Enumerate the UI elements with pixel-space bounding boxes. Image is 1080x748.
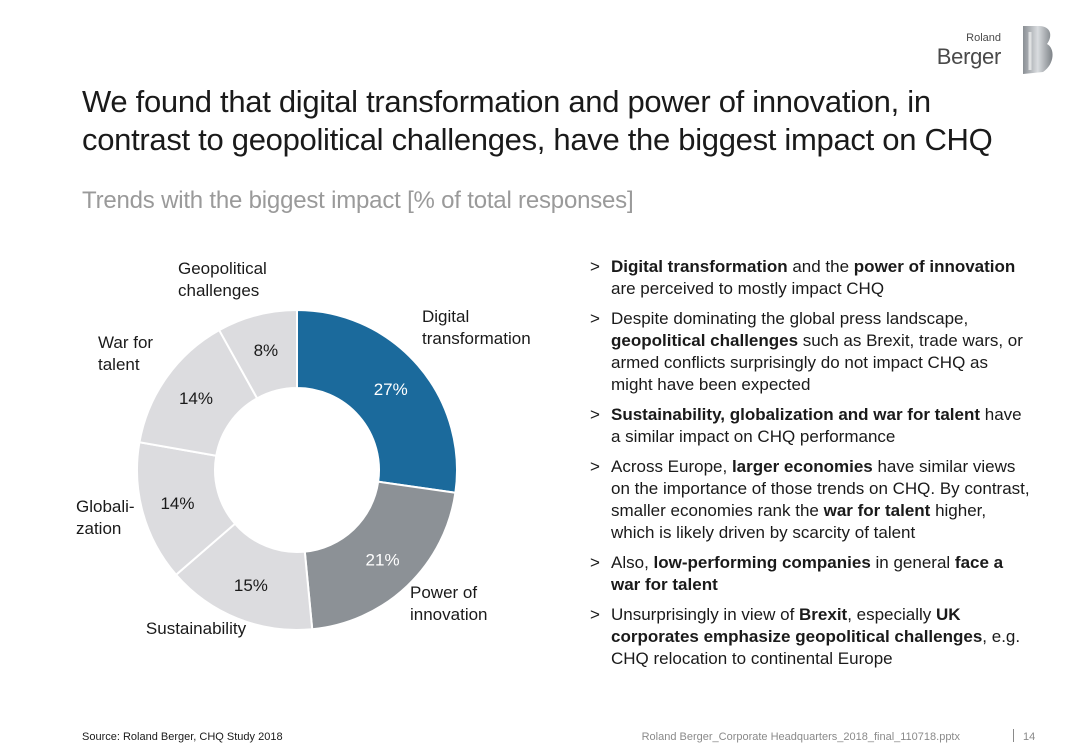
- brand-name-line2: Berger: [936, 44, 1002, 69]
- bullet-marker: >: [590, 405, 600, 424]
- finding-emphasis: larger economies: [731, 457, 873, 476]
- slice-category-label: War for talent: [98, 333, 153, 374]
- finding-emphasis: war for talent: [823, 501, 931, 520]
- finding-text: , e.g. CHQ relocation to continental Eur…: [611, 627, 1021, 668]
- brand-logo: Roland Berger: [937, 24, 1057, 78]
- donut-slice: [296, 308, 458, 494]
- slice-category-label: Geopolitical challenges: [178, 259, 267, 300]
- slice-category-line: Globali-: [76, 497, 135, 516]
- finding-text: are perceived to mostly impact CHQ: [611, 279, 885, 298]
- finding-item: > Also, low-performing companies in gener…: [590, 552, 1030, 596]
- source-note: Source: Roland Berger, CHQ Study 2018: [82, 731, 283, 743]
- slice-category-label: Digital transformation: [422, 307, 531, 348]
- slice-category-line: transformation: [422, 329, 531, 348]
- slice-category-line: challenges: [178, 281, 259, 300]
- bullet-marker: >: [590, 257, 600, 276]
- slice-value-label: 21%: [366, 551, 400, 570]
- slice-value-label: 27%: [374, 380, 408, 399]
- finding-text: such as Brexit, trade wars, or armed con…: [611, 331, 1023, 394]
- slice-category-line: War for: [98, 333, 153, 352]
- bullet-marker: >: [590, 553, 600, 572]
- brand-b-mark-icon: [1023, 26, 1053, 74]
- finding-emphasis: Sustainability, globalization and war fo…: [611, 405, 981, 424]
- finding-item: > Unsurprisingly in view of Brexit, espec…: [590, 604, 1030, 670]
- slice-category-label: Sustainability: [146, 619, 247, 638]
- footer-divider: [1013, 729, 1014, 742]
- page-number: 14: [1023, 731, 1036, 743]
- bullet-marker: >: [590, 605, 600, 624]
- slice-category-line: Sustainability: [146, 619, 247, 638]
- slice-category-line: zation: [76, 519, 121, 538]
- finding-text: Also,: [611, 553, 654, 572]
- donut-slice: [217, 308, 298, 400]
- finding-emphasis: face a war for talent: [611, 553, 1004, 594]
- slice-category-line: Digital: [422, 307, 469, 326]
- slice-category-label: Globali-zation: [76, 497, 135, 538]
- finding-text: in general: [870, 553, 955, 572]
- finding-emphasis: UK corporates emphasize geopolitical cha…: [611, 605, 983, 646]
- donut-chart: 27% Digital transformation 21% Power of innov…: [76, 259, 531, 638]
- slice-category-line: Geopolitical: [178, 259, 267, 278]
- finding-text: Unsurprisingly in view of: [611, 605, 800, 624]
- finding-emphasis: Digital transformation: [611, 257, 788, 276]
- finding-emphasis: geopolitical challenges: [611, 331, 799, 350]
- donut-slice: [303, 480, 457, 631]
- finding-item: > Digital transformation and the power of…: [590, 256, 1030, 300]
- finding-text: Despite dominating the global press land…: [611, 309, 969, 328]
- finding-text: , especially: [847, 605, 937, 624]
- slice-category-line: innovation: [410, 605, 488, 624]
- finding-item: > Despite dominating the global press lan…: [590, 308, 1030, 396]
- bullet-marker: >: [590, 457, 600, 476]
- chart-subtitle: Trends with the biggest impact [% of tot…: [82, 187, 634, 214]
- finding-emphasis: Brexit: [799, 605, 848, 624]
- finding-text: higher, which is likely driven by scarci…: [611, 501, 987, 542]
- slice-category-line: Power of: [410, 583, 477, 602]
- finding-text: and the: [787, 257, 854, 276]
- slice-category-line: talent: [98, 355, 140, 374]
- finding-text: Across Europe,: [611, 457, 732, 476]
- slice-category-label: Power of innovation: [410, 583, 488, 624]
- slice-value-label: 14%: [160, 494, 194, 513]
- finding-item: > Across Europe, larger economies have si…: [590, 456, 1030, 544]
- slice-value-label: 15%: [234, 576, 268, 595]
- finding-text: have a similar impact on CHQ performance: [611, 405, 1022, 446]
- slice-value-label: 14%: [179, 389, 213, 408]
- finding-emphasis: power of innovation: [853, 257, 1016, 276]
- bullet-marker: >: [590, 309, 600, 328]
- brand-name-line1: Roland: [966, 32, 1001, 44]
- slide-title: We found that digital transformation and…: [82, 84, 993, 157]
- file-name: Roland Berger_Corporate Headquarters_201…: [641, 731, 960, 743]
- findings-list: > Digital transformation and the power of…: [590, 256, 1030, 678]
- finding-text: have similar views on the importance of …: [611, 457, 1030, 520]
- finding-emphasis: low-performing companies: [653, 553, 871, 572]
- slice-value-label: 8%: [254, 341, 279, 360]
- finding-item: > Sustainability, globalization and war f…: [590, 404, 1030, 448]
